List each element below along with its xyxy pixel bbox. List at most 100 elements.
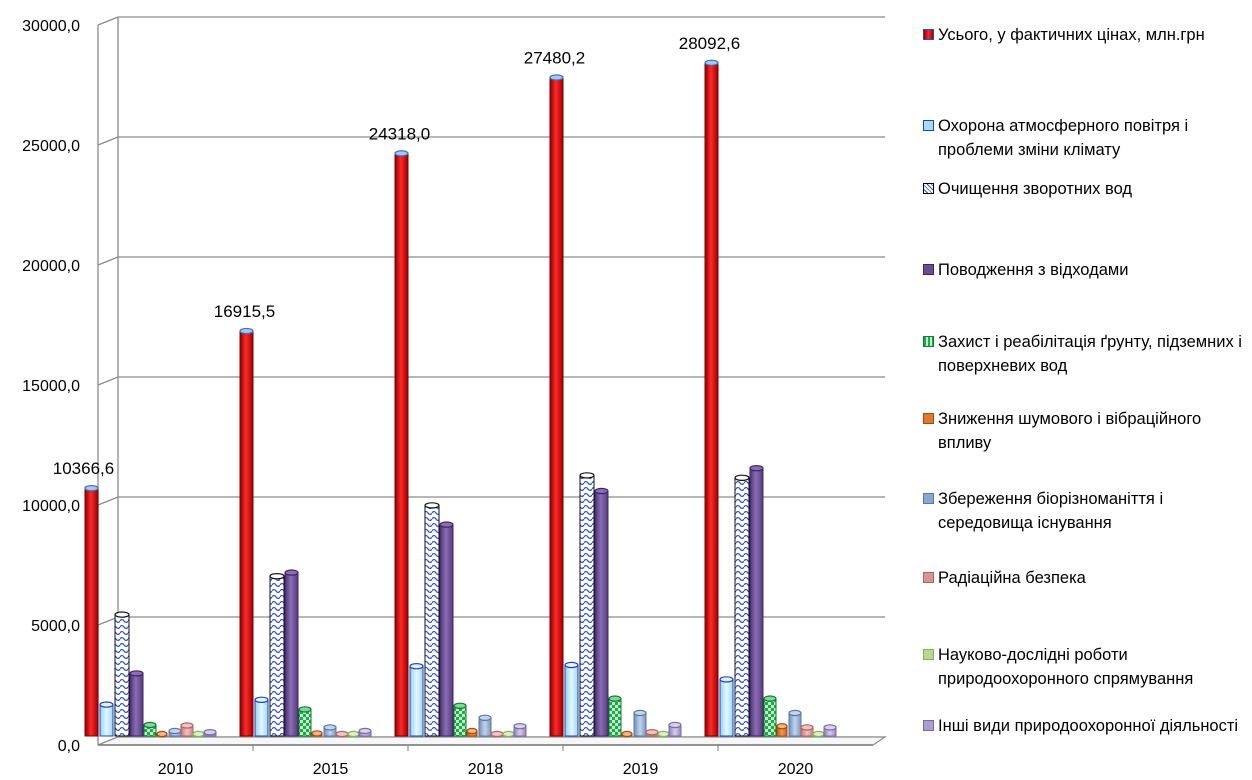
bar	[453, 702, 467, 737]
bar	[633, 709, 647, 737]
bar-body	[749, 467, 764, 737]
bar-cap	[788, 709, 802, 717]
legend-label: Охорона атмосферного повітря і проблеми …	[938, 117, 1189, 159]
legend-label: Збереження біорізноманіття і середовища …	[938, 490, 1164, 532]
bar-cap	[502, 730, 515, 738]
bar-body	[284, 572, 299, 737]
legend-swatch	[923, 572, 934, 583]
bar	[549, 74, 564, 737]
bar-cap	[749, 465, 764, 472]
x-tick-label: 2015	[313, 761, 349, 778]
bar	[269, 573, 285, 737]
bar-cap	[99, 701, 114, 708]
plot-frame	[97, 16, 887, 746]
bar	[394, 150, 409, 737]
legend-item: Поводження з відходами	[923, 258, 1252, 282]
bar-cap	[478, 714, 492, 722]
bar-cap	[269, 573, 285, 580]
bar-cap	[358, 727, 372, 735]
bar-body	[453, 705, 467, 737]
bar	[84, 485, 99, 737]
bar-body	[594, 490, 609, 737]
x-tick-label: 2019	[623, 761, 659, 778]
bar-cap	[143, 721, 157, 729]
bar	[719, 676, 734, 737]
legend-item: Радіаційна безпека	[923, 566, 1252, 590]
bar	[749, 465, 764, 737]
bar	[347, 730, 360, 738]
legend-item: Збереження біорізноманіття і середовища …	[923, 487, 1252, 535]
bar	[608, 695, 622, 737]
y-tick-label: 30000,0	[22, 18, 80, 35]
bar-cap	[298, 706, 312, 713]
bar	[788, 709, 802, 737]
legend-label: Зниження шумового і вібраційного впливу	[938, 410, 1202, 452]
legend-item: Очищення зворотних вод	[923, 177, 1252, 201]
bar-cap	[704, 59, 719, 66]
bar-cap	[254, 696, 269, 704]
legend-swatch	[923, 183, 934, 194]
bar-cap	[719, 676, 734, 683]
bar	[311, 730, 323, 737]
bar	[114, 611, 130, 737]
legend-item: Інші види природоохоронної діяльності	[923, 714, 1252, 738]
bar-body	[719, 678, 734, 737]
bar-body	[704, 62, 719, 737]
bar-body	[549, 76, 564, 737]
bar	[776, 723, 788, 737]
bar-cap	[168, 727, 182, 735]
bar-cap	[180, 722, 194, 729]
bar-cap	[439, 521, 454, 528]
bar-cap	[239, 327, 254, 335]
bar-cap	[668, 721, 682, 729]
bar-body	[84, 487, 99, 737]
bar-cap	[776, 723, 788, 730]
bar	[704, 59, 719, 737]
bar	[323, 724, 337, 737]
bar	[763, 695, 777, 737]
bar-body	[633, 712, 647, 737]
bar-body	[394, 152, 409, 737]
legend-item: Науково-дослідні роботи природоохоронног…	[923, 643, 1252, 691]
bar	[439, 521, 454, 737]
legend-swatch	[923, 120, 934, 131]
bar	[812, 730, 825, 738]
y-axis: 0,0 5000,0 10000,0 15000,0 20000,0 25000,0 300…	[22, 18, 80, 755]
legend-item: Усього, у фактичних цінах, млн.грн	[923, 23, 1252, 47]
bar-cap	[129, 670, 144, 677]
bar	[335, 730, 349, 738]
bar-cap	[823, 724, 837, 731]
gridline-depth	[97, 256, 119, 266]
legend-swatch	[923, 649, 934, 660]
bar	[409, 663, 424, 737]
gridline-depth	[97, 376, 119, 386]
legend-label: Усього, у фактичних цінах, млн.грн	[938, 26, 1205, 44]
gridline-depth	[97, 136, 119, 146]
bar-cap	[323, 724, 337, 731]
y-tick-label: 25000,0	[22, 138, 80, 155]
bar	[513, 723, 527, 737]
bar	[800, 724, 814, 737]
data-label: 10366,6	[53, 459, 114, 478]
legend-swatch	[923, 413, 934, 424]
bar-cap	[549, 74, 564, 81]
bar-cap	[114, 611, 130, 618]
legend-swatch	[923, 29, 934, 40]
x-tick-label: 2010	[158, 761, 194, 778]
bar	[298, 706, 312, 737]
bar-cap	[763, 695, 777, 702]
bar-body	[763, 698, 777, 737]
bar	[657, 730, 670, 738]
legend-swatch	[923, 493, 934, 504]
bar-body	[579, 474, 595, 737]
bar	[579, 472, 595, 737]
bar-body	[129, 672, 144, 737]
bar-cap	[424, 502, 440, 509]
bar	[129, 670, 144, 737]
bar-body	[298, 708, 312, 737]
x-tick-label: 2020	[778, 761, 814, 778]
legend-swatch	[923, 264, 934, 275]
bar	[239, 327, 254, 737]
bar-cap	[203, 729, 217, 736]
